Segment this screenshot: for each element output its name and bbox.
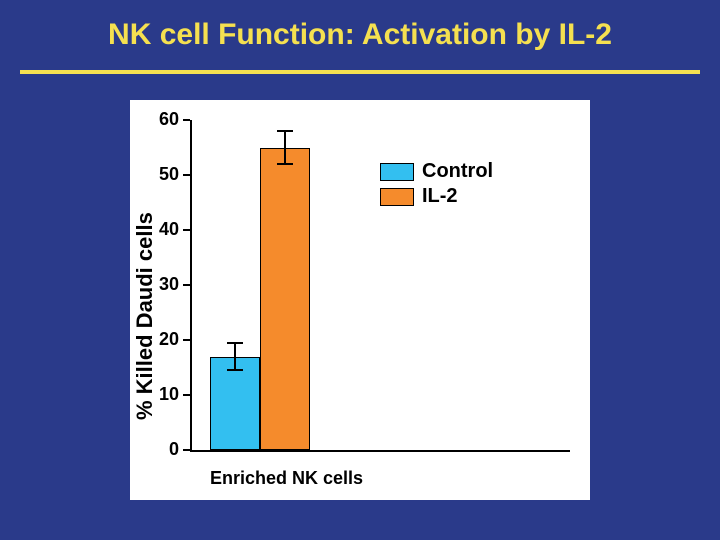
errorbar-stem [284, 131, 286, 164]
legend-swatch [380, 188, 414, 206]
legend: ControlIL-2 [380, 160, 493, 210]
x-axis [190, 450, 570, 452]
title-underline [20, 70, 700, 74]
y-tick [183, 229, 190, 231]
y-tick [183, 284, 190, 286]
y-tick-label: 60 [147, 109, 179, 130]
y-tick-label: 50 [147, 164, 179, 185]
y-tick [183, 449, 190, 451]
y-tick [183, 339, 190, 341]
chart-panel: 0102030405060% Killed Daudi cellsEnriche… [130, 100, 590, 500]
slide: NK cell Function: Activation by IL-2 010… [0, 0, 720, 540]
errorbar-stem [234, 343, 236, 371]
errorbar-cap [277, 163, 293, 165]
legend-label: IL-2 [422, 185, 458, 208]
y-tick-label: 0 [147, 439, 179, 460]
slide-title: NK cell Function: Activation by IL-2 [0, 18, 720, 52]
y-tick [183, 174, 190, 176]
y-tick [183, 119, 190, 121]
errorbar-cap [227, 342, 243, 344]
legend-label: Control [422, 160, 493, 183]
legend-item: Control [380, 160, 493, 183]
errorbar-cap [227, 369, 243, 371]
y-tick [183, 394, 190, 396]
y-axis-label: % Killed Daudi cells [132, 212, 158, 420]
errorbar-cap [277, 130, 293, 132]
bar-il-2 [260, 148, 310, 451]
x-axis-label: Enriched NK cells [210, 468, 363, 489]
y-axis [190, 120, 192, 450]
legend-swatch [380, 163, 414, 181]
legend-item: IL-2 [380, 185, 493, 208]
